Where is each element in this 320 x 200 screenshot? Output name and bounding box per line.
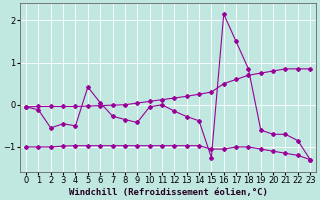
X-axis label: Windchill (Refroidissement éolien,°C): Windchill (Refroidissement éolien,°C) [69, 188, 268, 197]
